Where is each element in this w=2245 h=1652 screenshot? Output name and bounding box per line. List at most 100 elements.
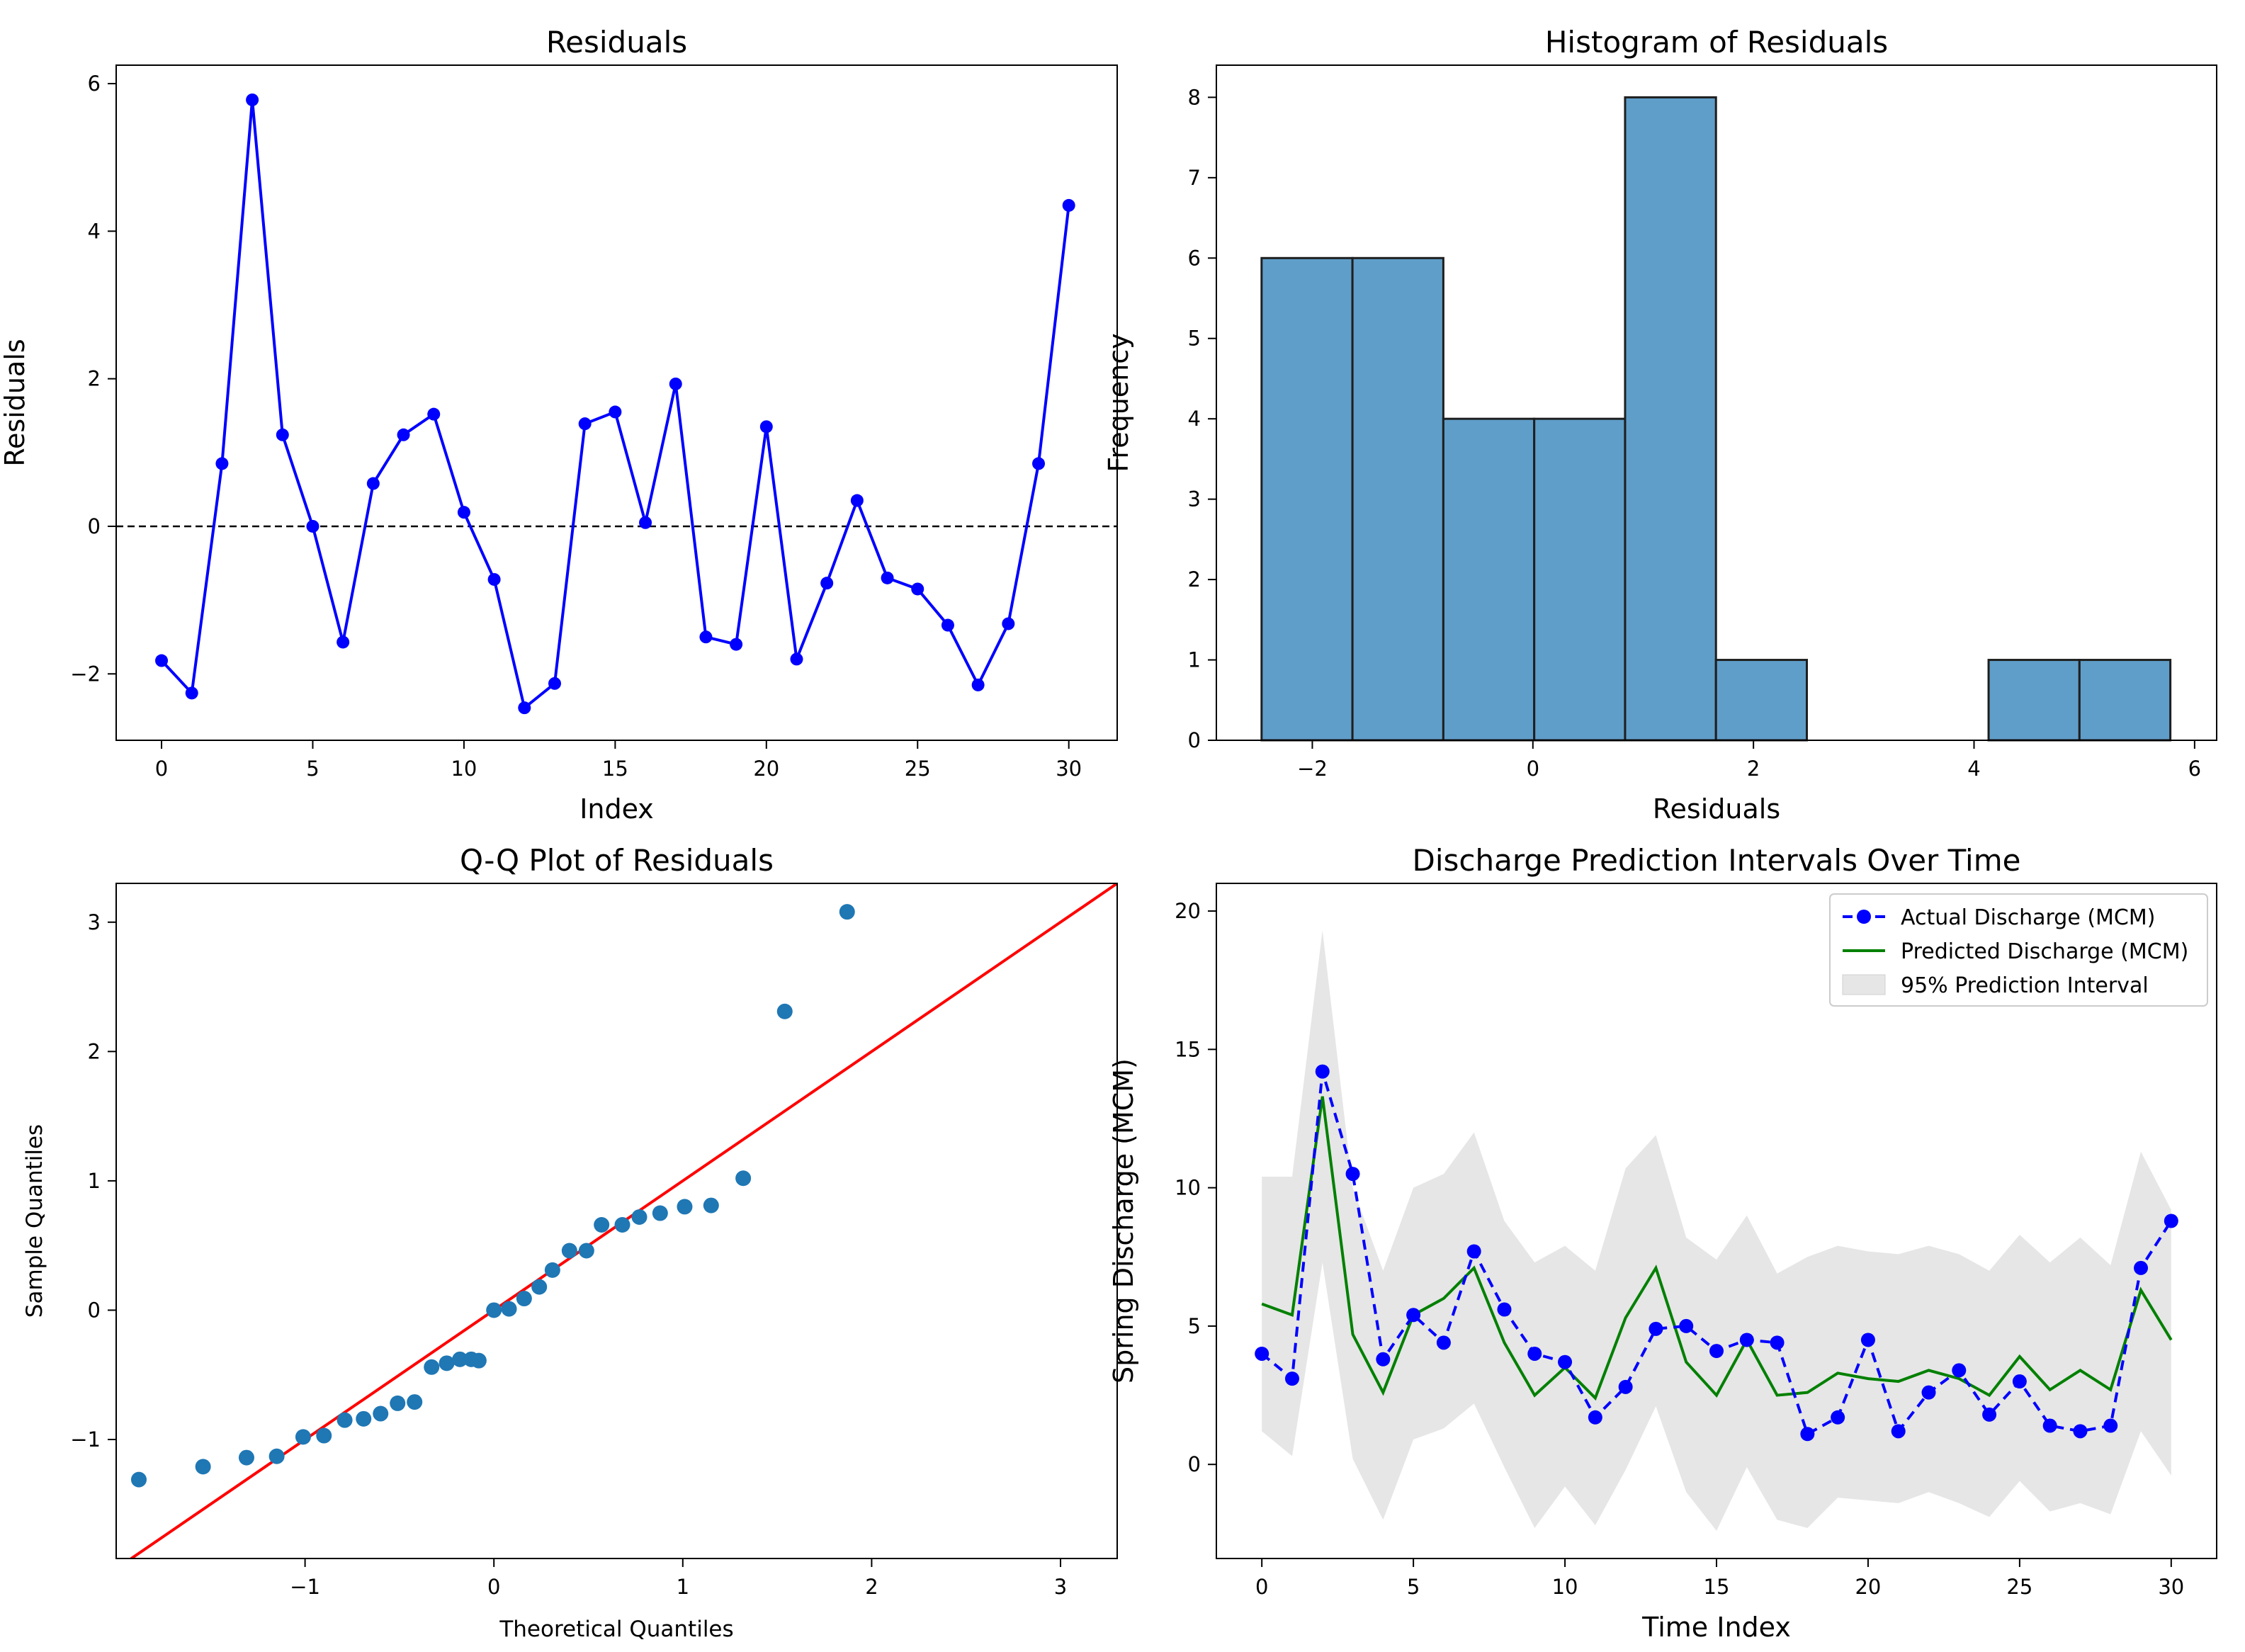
residual-point: [759, 420, 773, 434]
qq-point: [295, 1429, 311, 1445]
residual-point: [881, 571, 894, 584]
residual-point: [941, 618, 954, 632]
y-axis-label: Spring Discharge (MCM): [1108, 1058, 1139, 1384]
histogram-bar: [1351, 256, 1444, 742]
y-axis-label: Sample Quantiles: [22, 1124, 47, 1318]
residual-point: [366, 477, 380, 490]
legend-actual-label: Actual Discharge (MCM): [1901, 905, 2155, 930]
qq-point: [337, 1412, 353, 1428]
qq-point: [776, 1003, 793, 1019]
x-tick-label: 10: [1552, 1575, 1578, 1599]
panel-qqplot: Q-Q Plot of Residuals Theoretical Quantil…: [22, 843, 1118, 1642]
residual-point: [578, 417, 592, 431]
residual-point: [306, 519, 319, 533]
x-tick-label: 25: [905, 757, 931, 781]
x-tick-label: 4: [1967, 757, 1980, 781]
y-tick-label: 0: [1188, 1452, 1201, 1476]
residual-point: [850, 494, 864, 507]
qq-point: [652, 1205, 668, 1221]
x-tick-label: 0: [1527, 757, 1539, 781]
actual-discharge-point: [1982, 1407, 1997, 1422]
x-tick-label: −1: [290, 1575, 320, 1599]
actual-discharge-point: [2012, 1374, 2027, 1389]
y-tick-label: 1: [1188, 648, 1201, 672]
y-tick-label: 0: [88, 514, 101, 538]
plot-frame: [1216, 883, 2217, 1559]
histogram-bar: [2078, 659, 2172, 742]
plot-frame: [115, 64, 1118, 741]
y-tick-label: 7: [1188, 166, 1201, 190]
qq-point: [316, 1427, 332, 1444]
x-tick-label: 0: [155, 757, 168, 781]
x-tick-label: 3: [1054, 1575, 1067, 1599]
actual-discharge-point: [1831, 1410, 1845, 1425]
histogram-bar: [1624, 96, 1717, 742]
histogram-bar: [1987, 659, 2081, 742]
actual-discharge-point: [1709, 1344, 1724, 1359]
y-tick-label: 3: [88, 910, 101, 934]
actual-discharge-point: [1921, 1385, 1936, 1400]
y-axis-label: Residuals: [0, 339, 30, 466]
qq-point: [373, 1405, 389, 1422]
qq-point: [407, 1394, 423, 1410]
y-tick-label: 2: [1188, 567, 1201, 592]
y-tick-label: 4: [88, 219, 101, 243]
qq-point: [544, 1262, 560, 1278]
legend-actual-swatch-marker: [1857, 910, 1871, 924]
qq-point: [356, 1410, 372, 1427]
panel-residuals: Residuals Index Residuals 0 5 10 15 20 25 30 −2 0 2 4…: [0, 25, 1118, 825]
qq-point: [614, 1216, 630, 1233]
x-tick-label: 30: [2158, 1575, 2184, 1599]
actual-discharge-point: [1860, 1333, 1875, 1347]
actual-discharge-point: [2164, 1213, 2178, 1228]
x-tick-label: 10: [451, 757, 477, 781]
x-tick-label: −2: [1297, 757, 1328, 781]
residual-point: [246, 93, 259, 106]
residual-point: [1032, 457, 1046, 470]
x-tick-label: 5: [306, 757, 319, 781]
y-tick-label: 6: [1188, 246, 1201, 270]
y-tick-label: −1: [70, 1427, 101, 1452]
qq-point: [735, 1170, 752, 1187]
x-tick-label: 2: [865, 1575, 878, 1599]
actual-discharge-point: [1466, 1244, 1481, 1259]
y-tick-label: 3: [1188, 487, 1201, 511]
qq-point: [390, 1395, 406, 1411]
x-tick-label: 15: [1704, 1575, 1730, 1599]
y-tick-label: 4: [1188, 407, 1201, 431]
actual-discharge-point: [1345, 1167, 1360, 1182]
qq-point: [470, 1352, 487, 1369]
legend-interval-swatch: [1842, 974, 1886, 995]
x-tick-label: 20: [1855, 1575, 1881, 1599]
residual-point: [1062, 198, 1075, 212]
y-tick-label: 5: [1188, 1314, 1201, 1338]
actual-discharge-point: [1376, 1352, 1391, 1367]
panel-discharge: Discharge Prediction Intervals Over Time…: [1108, 843, 2217, 1643]
residual-point: [337, 635, 350, 649]
x-tick-label: 0: [1255, 1575, 1268, 1599]
residual-point: [730, 638, 743, 651]
qq-point: [452, 1351, 468, 1367]
plot-frame: [115, 883, 1118, 1559]
histogram-bar: [1442, 417, 1536, 742]
residual-point: [911, 582, 924, 596]
residual-point: [155, 654, 169, 667]
actual-discharge-point: [1558, 1354, 1573, 1369]
qq-point: [561, 1243, 577, 1259]
plot-frame: [1216, 64, 2217, 741]
residual-point: [518, 701, 531, 715]
actual-discharge-point: [1739, 1333, 1754, 1347]
x-tick-label: 0: [487, 1575, 500, 1599]
y-tick-label: −2: [70, 662, 101, 686]
residual-point: [699, 630, 713, 644]
y-tick-label: 0: [88, 1298, 101, 1322]
actual-discharge-point: [2103, 1418, 2118, 1433]
x-axis-label: Time Index: [1641, 1612, 1791, 1643]
qq-point: [268, 1448, 285, 1464]
residual-point: [639, 516, 652, 529]
qq-point: [839, 904, 855, 920]
x-tick-label: 5: [1407, 1575, 1420, 1599]
residual-point: [548, 677, 561, 690]
qq-point: [516, 1291, 532, 1307]
